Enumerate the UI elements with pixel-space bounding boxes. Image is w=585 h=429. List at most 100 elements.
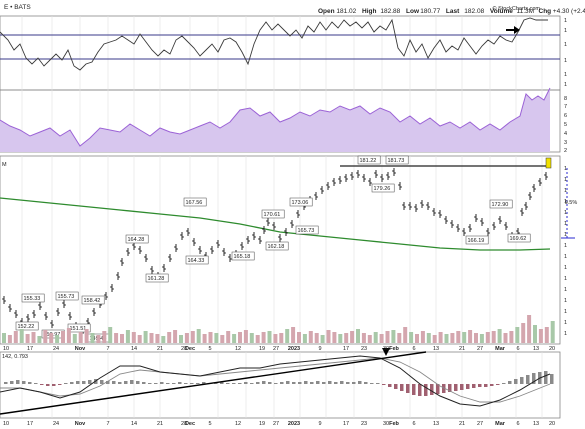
price-label-box	[507, 233, 531, 243]
x-tick-label: 27	[477, 346, 483, 352]
x-tick-label: 7	[106, 346, 109, 352]
volume-bar	[314, 333, 319, 343]
volume-bar	[279, 333, 284, 343]
x-tick-label-bottom: Mar	[495, 421, 506, 427]
x-tick-label-bottom: 2023	[288, 421, 300, 427]
watermark: © StockCharts.com	[493, 5, 541, 12]
price-left-label: M	[2, 162, 7, 168]
quote-key: Open	[318, 8, 335, 15]
volume-bar	[143, 331, 148, 343]
x-tick-label-bottom: 27	[477, 421, 483, 427]
macd-label: 142, 0.793	[2, 354, 28, 360]
macd-histogram-bar	[490, 384, 494, 386]
macd-histogram-bar	[256, 382, 260, 384]
symbol-label: E • BATS	[4, 4, 31, 11]
volume-bar	[261, 332, 266, 343]
panel-price-frame	[0, 155, 561, 345]
price-label-box	[21, 293, 45, 303]
macd-histogram-bar	[412, 384, 416, 395]
right-tick-label: 1	[564, 177, 567, 183]
macd-histogram-bar	[346, 382, 350, 384]
oscillator-line	[0, 17, 548, 71]
price-label-box	[231, 251, 255, 261]
right-tick-label: 1	[564, 232, 567, 238]
x-tick-label-bottom: 7	[106, 421, 109, 427]
x-tick-label: Feb	[389, 346, 399, 352]
right-tick-label: 8	[564, 96, 567, 102]
price-label-box	[15, 321, 39, 331]
macd-histogram-bar	[322, 382, 326, 384]
right-tick-label: 1	[564, 82, 567, 88]
macd-histogram-bar	[286, 381, 290, 384]
price-label-box	[145, 273, 169, 283]
arrow-annotation	[506, 26, 520, 34]
macd-histogram-bar	[34, 383, 38, 384]
price-label-box	[125, 234, 149, 244]
price-label: 173.06	[292, 200, 309, 206]
x-tick-label: 14	[131, 346, 137, 352]
price-label-box	[357, 155, 381, 165]
price-label: 169.62	[510, 236, 527, 242]
volume-bar	[367, 335, 372, 343]
volume-bar	[426, 333, 431, 343]
quote-key: Low	[406, 8, 420, 15]
x-tick-label: 28	[181, 346, 187, 352]
volume-bar	[320, 335, 325, 343]
macd-histogram-bar	[214, 383, 218, 384]
x-tick-label: 23	[361, 346, 367, 352]
x-tick-label: 17	[343, 346, 349, 352]
x-tick-label-bottom: 17	[343, 421, 349, 427]
quote-key: Last	[446, 8, 460, 15]
macd-histogram-bar	[88, 380, 92, 384]
highlight-marker	[545, 157, 552, 169]
x-tick-label: 21	[459, 346, 465, 352]
volume-bar	[31, 332, 36, 343]
panel-macd-frame	[0, 351, 561, 419]
volume-bar	[291, 327, 296, 343]
volume-bar	[120, 334, 124, 343]
volume-bar	[485, 332, 490, 343]
volume-bar	[208, 332, 213, 343]
price-label-box	[489, 199, 513, 209]
right-tick-label: 1	[564, 320, 567, 326]
volume-bar	[302, 334, 307, 343]
macd-histogram-bar	[442, 384, 446, 393]
volume-bar	[297, 332, 301, 343]
right-tick-label: 1	[564, 309, 567, 315]
x-tick-label-bottom: 21	[157, 421, 163, 427]
x-tick-label-bottom: 23	[361, 421, 367, 427]
volume-bar	[550, 321, 555, 343]
quote-key: Chg	[539, 8, 552, 15]
volume-bar	[226, 331, 231, 343]
right-tick-label: 4	[564, 131, 567, 137]
quote-key: High	[362, 8, 376, 15]
x-tick-label-bottom: 28	[181, 421, 187, 427]
right-tick-label: 1	[564, 72, 567, 78]
x-tick-label-bottom: 27	[273, 421, 279, 427]
volume-bar	[338, 334, 343, 343]
quote-value: +4.30 (+2.41%)	[553, 8, 585, 15]
volume-bar	[13, 331, 18, 343]
x-tick-label: 6	[412, 346, 415, 352]
volume-bar	[397, 333, 402, 343]
volume-bar	[2, 333, 6, 343]
macd-histogram-bar	[364, 382, 368, 384]
right-tick-label: 6	[564, 113, 567, 119]
macd-histogram-bar	[118, 382, 122, 384]
price-label: 155.73	[58, 294, 75, 300]
macd-histogram-bar	[148, 383, 152, 384]
x-tick-label: 9	[318, 346, 321, 352]
x-tick-label: 12	[235, 346, 241, 352]
volume-bar	[66, 328, 71, 343]
volume-bar	[232, 334, 237, 343]
macd-histogram-bar	[484, 384, 488, 387]
x-tick-label: 13	[433, 346, 439, 352]
price-label: 162.18	[268, 244, 285, 250]
price-label: 155.33	[24, 296, 41, 302]
right-tick-label: 5	[564, 122, 567, 128]
x-tick-label: Mar	[495, 346, 506, 352]
macd-histogram-bar	[22, 381, 26, 384]
x-tick-label: 20	[549, 346, 555, 352]
price-label-box	[261, 209, 285, 219]
